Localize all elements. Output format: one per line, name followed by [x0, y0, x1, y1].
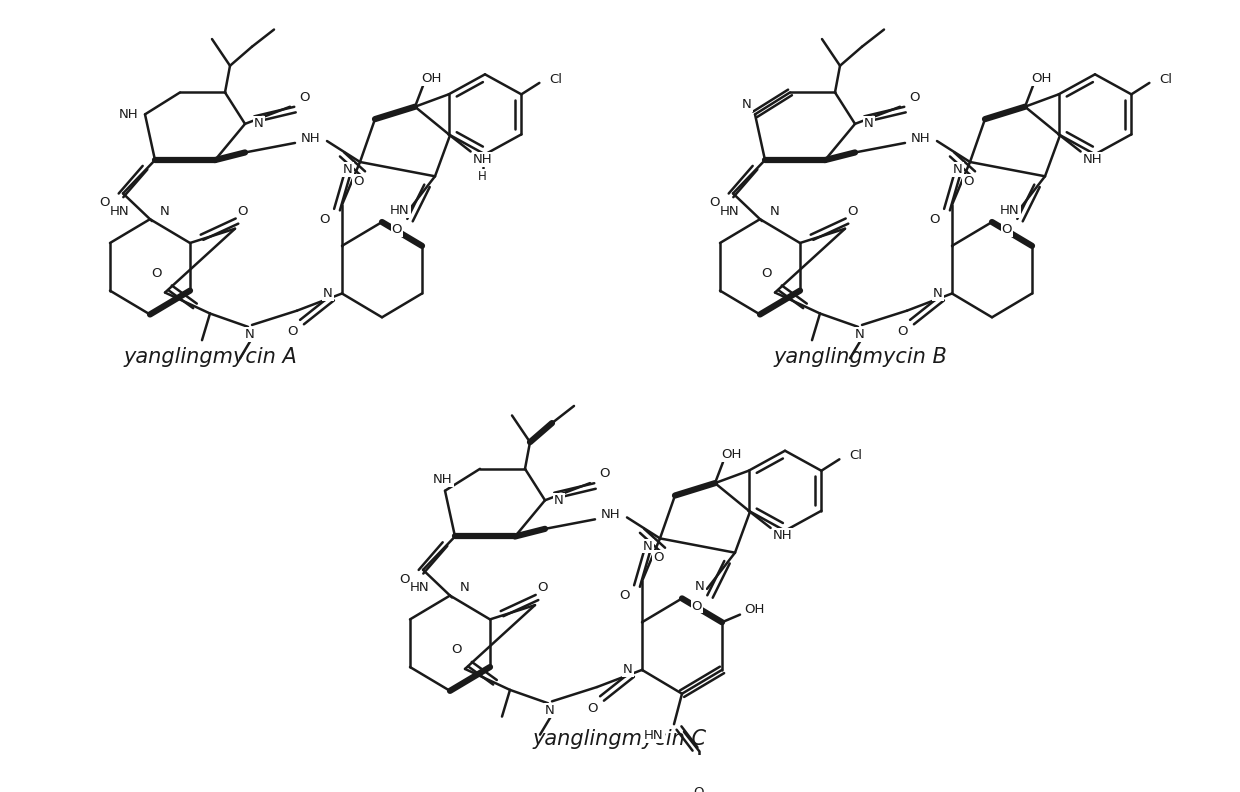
Text: O: O	[451, 643, 463, 657]
Text: OH: OH	[1030, 71, 1052, 85]
Text: O: O	[286, 325, 298, 338]
Text: OH: OH	[720, 448, 742, 461]
Text: O: O	[652, 551, 663, 564]
Text: HN: HN	[645, 729, 663, 742]
Text: O: O	[848, 205, 858, 218]
Text: NH: NH	[119, 108, 139, 121]
Text: N: N	[460, 581, 470, 595]
Text: O: O	[99, 196, 110, 209]
Text: Cl: Cl	[1159, 73, 1172, 86]
Text: N: N	[954, 163, 963, 176]
Text: O: O	[619, 589, 629, 602]
Text: N: N	[554, 493, 564, 507]
Text: N: N	[644, 539, 653, 553]
Text: O: O	[962, 174, 973, 188]
Text: NH: NH	[1083, 153, 1102, 166]
Text: O: O	[599, 467, 609, 480]
Text: NH: NH	[601, 508, 621, 521]
Text: N: N	[160, 205, 170, 218]
Text: O: O	[929, 213, 939, 226]
Text: O: O	[319, 213, 330, 226]
Text: O: O	[709, 196, 720, 209]
Text: yanglingmycin A: yanglingmycin A	[123, 348, 296, 367]
Text: O: O	[587, 702, 598, 714]
Text: O: O	[1002, 223, 1012, 236]
Text: N: N	[856, 328, 864, 341]
Text: O: O	[897, 325, 908, 338]
Text: N: N	[864, 117, 874, 131]
Text: HN: HN	[410, 581, 430, 595]
Text: O: O	[538, 581, 548, 595]
Text: OH: OH	[744, 604, 764, 616]
Text: N: N	[546, 704, 554, 718]
Text: O: O	[693, 786, 704, 792]
Text: N: N	[343, 163, 353, 176]
Text: O: O	[352, 174, 363, 188]
Text: Cl: Cl	[549, 73, 562, 86]
Text: Cl: Cl	[849, 449, 862, 462]
Text: HN: HN	[1001, 204, 1019, 217]
Text: NH: NH	[472, 153, 492, 166]
Text: O: O	[392, 223, 402, 236]
Text: N: N	[934, 287, 942, 300]
Text: HN: HN	[391, 204, 409, 217]
Text: yanglingmycin C: yanglingmycin C	[533, 729, 707, 748]
Text: O: O	[692, 600, 702, 612]
Text: OH: OH	[420, 71, 441, 85]
Text: O: O	[238, 205, 248, 218]
Text: NH: NH	[911, 131, 931, 145]
Text: yanglingmycin B: yanglingmycin B	[773, 348, 947, 367]
Text: O: O	[299, 91, 309, 104]
Text: O: O	[151, 267, 162, 280]
Text: O: O	[909, 91, 919, 104]
Text: N: N	[624, 664, 632, 676]
Text: N: N	[770, 205, 780, 218]
Text: O: O	[761, 267, 773, 280]
Text: N: N	[696, 581, 704, 593]
Text: HN: HN	[110, 205, 130, 218]
Text: O: O	[399, 573, 410, 586]
Text: HN: HN	[720, 205, 740, 218]
Text: H: H	[479, 169, 487, 183]
Text: NH: NH	[301, 131, 321, 145]
Text: N: N	[254, 117, 264, 131]
Text: N: N	[742, 98, 751, 112]
Text: NH: NH	[433, 473, 453, 485]
Text: N: N	[246, 328, 255, 341]
Text: NH: NH	[773, 529, 792, 542]
Text: N: N	[324, 287, 332, 300]
